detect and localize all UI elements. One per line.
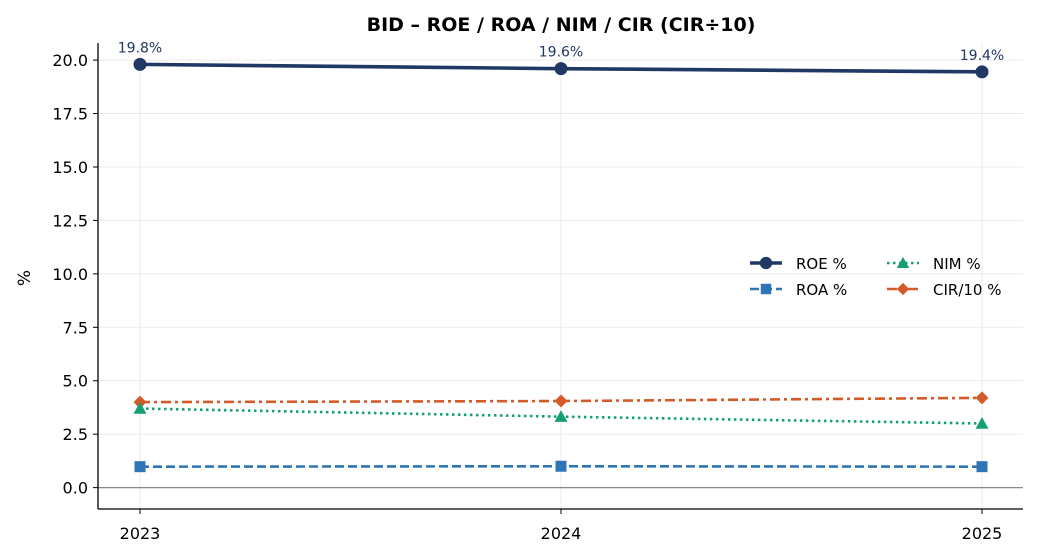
data-label: 19.6% <box>539 45 583 61</box>
y-tick-label: 2.5 <box>63 425 88 444</box>
marker-triangle <box>554 410 568 422</box>
marker-triangle <box>133 402 147 414</box>
marker-triangle <box>896 256 910 268</box>
chart-title: BID – ROE / ROA / NIM / CIR (CIR÷10) <box>367 14 756 36</box>
y-tick-label: 10.0 <box>52 265 88 284</box>
y-tick-label: 20.0 <box>52 51 88 70</box>
legend-label: ROE % <box>796 255 847 273</box>
legend-item: CIR/10 % <box>887 281 1001 299</box>
data-labels: 19.8% 19.6% 19.4% <box>118 40 1004 63</box>
marker-square <box>134 461 146 473</box>
marker-square <box>555 460 567 472</box>
y-tick-label: 5.0 <box>63 372 88 391</box>
marker-diamond <box>896 282 910 296</box>
series <box>133 57 989 473</box>
series-roe- <box>133 57 989 79</box>
x-tick-label: 2025 <box>962 524 1003 543</box>
marker-circle <box>759 256 773 270</box>
marker-triangle <box>975 416 989 429</box>
marker-circle <box>133 57 147 71</box>
y-tick-label: 17.5 <box>52 105 88 124</box>
marker-circle <box>554 62 568 76</box>
legend-item: NIM % <box>887 255 981 273</box>
x-tick-label: 2024 <box>541 524 582 543</box>
legend-label: NIM % <box>933 255 981 273</box>
marker-circle <box>975 65 989 79</box>
data-label: 19.4% <box>960 48 1004 64</box>
series-roa- <box>134 460 988 473</box>
legend-item: ROA % <box>750 281 847 299</box>
series-nim- <box>133 402 989 429</box>
marker-diamond <box>975 391 989 405</box>
tick-labels: 0.0 2.5 5.0 7.5 10.0 12.5 15.0 17.5 20.0 2023 2024… <box>52 51 1002 543</box>
x-tick-label: 2023 <box>120 524 161 543</box>
marker-diamond <box>554 394 568 408</box>
y-tick-label: 7.5 <box>63 318 88 337</box>
y-axis-label: % <box>15 270 35 286</box>
y-tick-label: 15.0 <box>52 158 88 177</box>
legend-item: ROE % <box>750 255 847 273</box>
grid <box>98 43 1023 509</box>
series-cir-10- <box>133 391 989 409</box>
legend-label: CIR/10 % <box>933 281 1001 299</box>
legend-label: ROA % <box>796 281 847 299</box>
legend: ROE % ROA % NIM % CIR/10 % <box>750 255 1001 299</box>
axes <box>93 43 1023 514</box>
data-label: 19.8% <box>118 40 162 56</box>
marker-square <box>976 461 988 473</box>
y-tick-label: 12.5 <box>52 211 88 230</box>
y-tick-label: 0.0 <box>63 479 88 498</box>
marker-square <box>760 283 772 295</box>
